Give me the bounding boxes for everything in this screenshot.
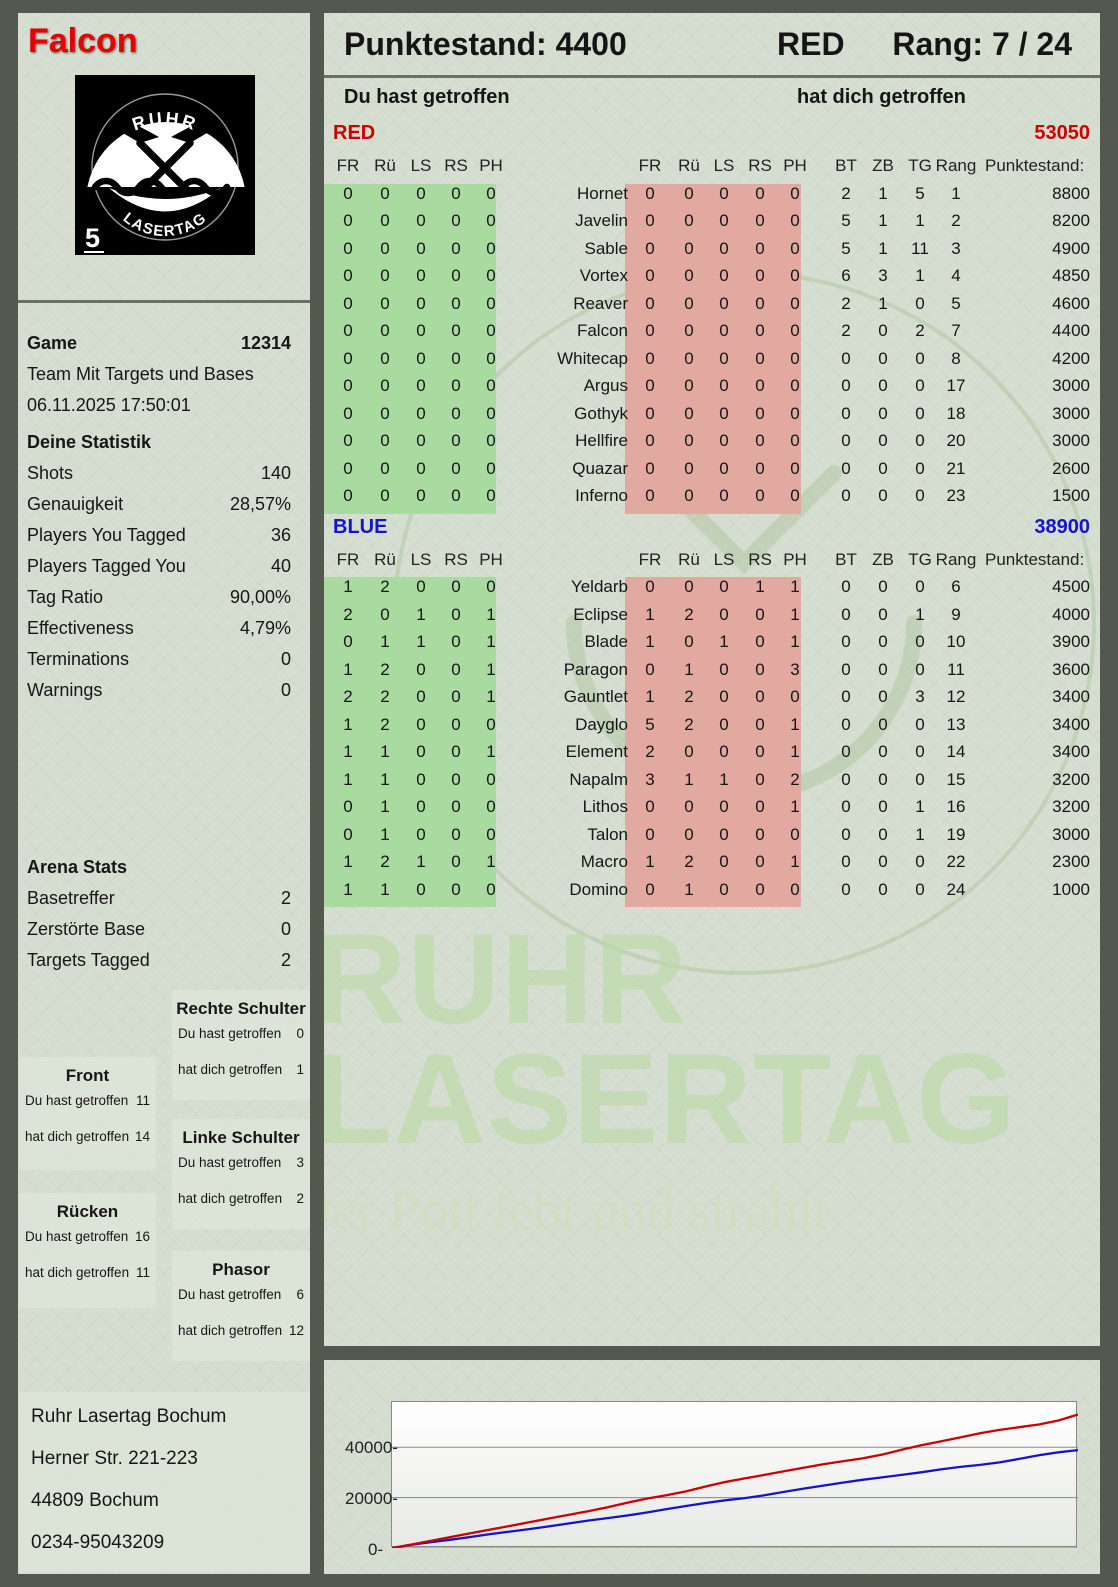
svg-text:LASERTAG: LASERTAG <box>120 209 210 240</box>
svg-text:5: 5 <box>85 223 100 253</box>
